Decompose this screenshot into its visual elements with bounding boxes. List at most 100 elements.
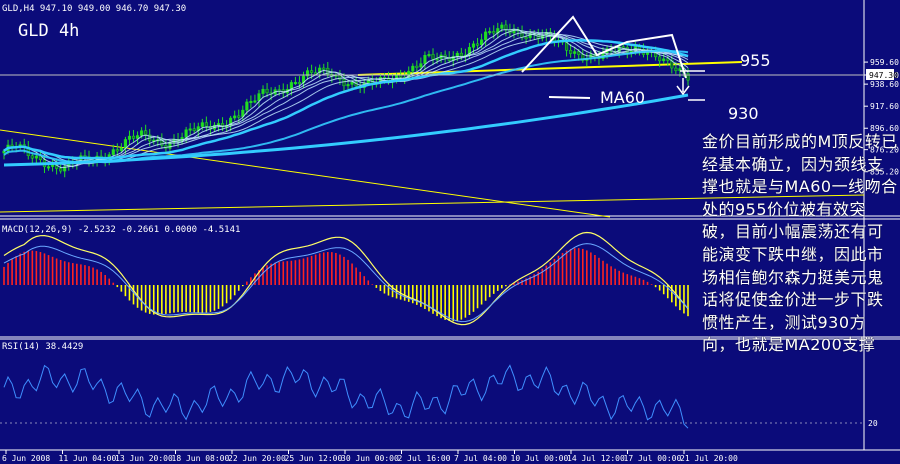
candle-body <box>419 63 423 68</box>
candle-body <box>237 115 241 118</box>
macd-bar <box>525 278 527 285</box>
macd-bar <box>662 285 665 295</box>
level-930-label: 930 <box>728 104 759 123</box>
ma100-line <box>3 49 689 164</box>
ma60-label: MA60 <box>600 88 645 107</box>
candle-body <box>674 67 678 71</box>
macd-bar <box>359 271 361 285</box>
candle-body <box>455 52 459 57</box>
macd-bar <box>598 257 600 285</box>
macd-bar <box>420 285 422 307</box>
candle-body <box>30 155 34 159</box>
candle-body <box>59 168 63 172</box>
time-label-12: 21 Jul 20:00 <box>680 454 738 463</box>
macd-bar <box>84 265 86 285</box>
macd-bar <box>120 285 123 292</box>
price-tick-label-0: 959.60 <box>870 58 899 67</box>
ma60-line <box>3 39 689 160</box>
macd-bar <box>23 251 26 285</box>
macd-bar <box>367 280 370 285</box>
time-label-7: 2 Jul 16:00 <box>398 454 451 463</box>
candle-body <box>423 55 427 64</box>
macd-bar <box>492 285 495 294</box>
macd-bar <box>452 285 455 322</box>
macd-bar <box>237 285 240 291</box>
candle-body <box>188 128 192 131</box>
macd-bar <box>221 285 224 307</box>
macd-bar <box>3 266 5 285</box>
candle-body <box>666 58 670 61</box>
candle-body <box>447 57 451 61</box>
macd-bar <box>383 285 386 294</box>
macd-bar <box>161 285 163 315</box>
macd-bar <box>339 254 341 285</box>
ma-thin-5 <box>3 28 689 169</box>
candle-body <box>34 155 38 159</box>
macd-bar <box>553 258 556 285</box>
candle-body <box>318 67 322 73</box>
macd-bar <box>15 256 17 285</box>
macd-bar <box>347 259 349 285</box>
macd-bar <box>181 285 183 312</box>
candle-body <box>136 135 140 139</box>
time-label-0: 6 Jun 2008 <box>2 454 50 463</box>
candle-body <box>245 101 249 111</box>
macd-bar <box>464 285 467 318</box>
macd-bar <box>254 273 256 285</box>
macd-bar <box>92 267 94 285</box>
candle-body <box>257 93 261 101</box>
macd-bar <box>561 252 564 285</box>
macd-bar <box>197 285 200 313</box>
candle-body <box>119 147 123 151</box>
macd-bar <box>278 261 281 285</box>
macd-bar <box>331 252 333 285</box>
macd-bar <box>634 276 637 285</box>
candle-body <box>678 68 682 71</box>
macd-bar <box>169 285 171 314</box>
candle-body <box>524 37 528 40</box>
candle-body <box>115 149 119 152</box>
macd-bar <box>679 285 681 311</box>
descending-trendline <box>0 129 611 218</box>
macd-bar <box>594 255 596 285</box>
macd-bar <box>108 278 111 285</box>
candle-body <box>261 88 265 94</box>
candle-body <box>480 39 484 45</box>
candle-body <box>484 31 488 40</box>
macd-bar <box>626 274 629 285</box>
macd-bar <box>246 281 248 285</box>
macd-bar <box>185 285 187 312</box>
macd-bar <box>456 285 459 321</box>
macd-bar <box>573 248 576 285</box>
macd-bar <box>618 270 620 285</box>
macd-bar <box>318 253 321 285</box>
price-tick-label-6: 855.20 <box>870 168 899 177</box>
macd-bar <box>602 260 604 285</box>
macd-bar <box>650 284 653 285</box>
macd-bar <box>436 285 438 317</box>
macd-bar <box>387 285 390 296</box>
macd-bar <box>666 285 669 299</box>
macd-bar <box>132 285 135 305</box>
macd-bar <box>448 285 451 321</box>
candle-body <box>249 101 253 104</box>
macd-histogram <box>3 231 689 326</box>
analysis-note: 金价目前形成的M顶反转已经基本确立，因为颈线支撑也就是与MA60一线吻合处的95… <box>702 132 898 355</box>
macd-bar <box>355 267 357 285</box>
m-top-pattern <box>521 15 687 79</box>
candle-body <box>346 84 350 87</box>
macd-bar <box>189 285 191 313</box>
candle-body <box>306 70 310 77</box>
candle-body <box>569 50 573 54</box>
candle-body <box>686 73 690 81</box>
macd-bar <box>298 259 301 285</box>
macd-bar <box>233 285 236 296</box>
macd-bar <box>35 251 38 285</box>
candle-body <box>411 65 415 72</box>
candle-body <box>204 122 208 127</box>
macd-bar <box>217 285 220 309</box>
macd-bar <box>541 268 544 285</box>
macd-bar <box>47 255 50 285</box>
macd-bar <box>537 271 540 285</box>
candle-body <box>322 67 326 70</box>
